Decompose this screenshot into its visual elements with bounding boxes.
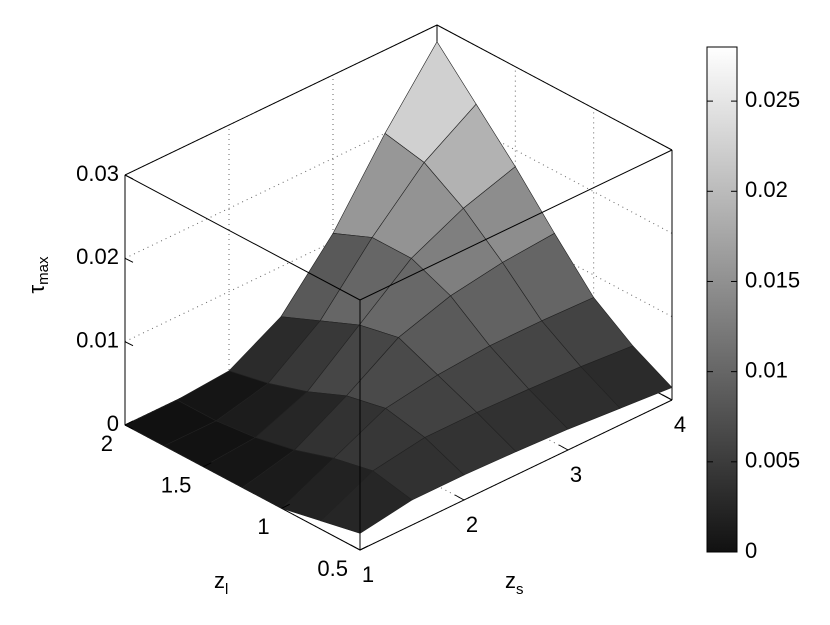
tick-mark (454, 494, 465, 501)
x-axis-label: zs (505, 568, 524, 598)
axis-box (124, 174, 361, 301)
colorbar-tick-label: 0.01 (745, 357, 788, 382)
x-tick-label: 3 (570, 462, 582, 487)
z-tick-label: 0 (107, 411, 119, 436)
axis-box (124, 24, 438, 176)
z-tick-label: 0.02 (76, 244, 119, 269)
y-tick-label: 1 (257, 514, 269, 539)
tick-mark (124, 341, 134, 347)
x-tick-label: 4 (674, 412, 686, 437)
tick-mark (281, 503, 290, 509)
tick-mark (124, 420, 134, 426)
tick-mark (558, 444, 569, 451)
axis-box (359, 399, 673, 551)
tick-mark (124, 174, 134, 180)
axis-box (436, 24, 673, 151)
y-tick-label: 0.5 (317, 556, 348, 581)
x-tick-label: 2 (466, 512, 478, 537)
x-tick-label: 1 (362, 562, 374, 587)
colorbar-tick-label: 0.025 (745, 87, 800, 112)
colorbar-tick-label: 0.005 (745, 448, 800, 473)
tick-mark (124, 257, 134, 263)
tick-mark (124, 424, 134, 430)
colorbar-tick-label: 0.015 (745, 267, 800, 292)
tick-mark (662, 394, 673, 401)
z-axis-label: τmax (24, 256, 52, 294)
tick-mark (359, 545, 369, 551)
y-tick-label: 2 (101, 431, 113, 456)
axis-box (359, 149, 673, 301)
tick-mark (203, 462, 212, 468)
colorbar-tick-label: 0.02 (745, 177, 788, 202)
colorbar-tick-label: 0 (745, 538, 757, 563)
colorbar (706, 46, 738, 553)
y-tick-label: 1.5 (161, 472, 192, 497)
tick-mark (350, 544, 361, 551)
z-tick-label: 0.01 (76, 327, 119, 352)
surface-patch (320, 470, 413, 534)
z-tick-label: 0.03 (76, 161, 119, 186)
y-axis-label: zl (214, 568, 228, 598)
